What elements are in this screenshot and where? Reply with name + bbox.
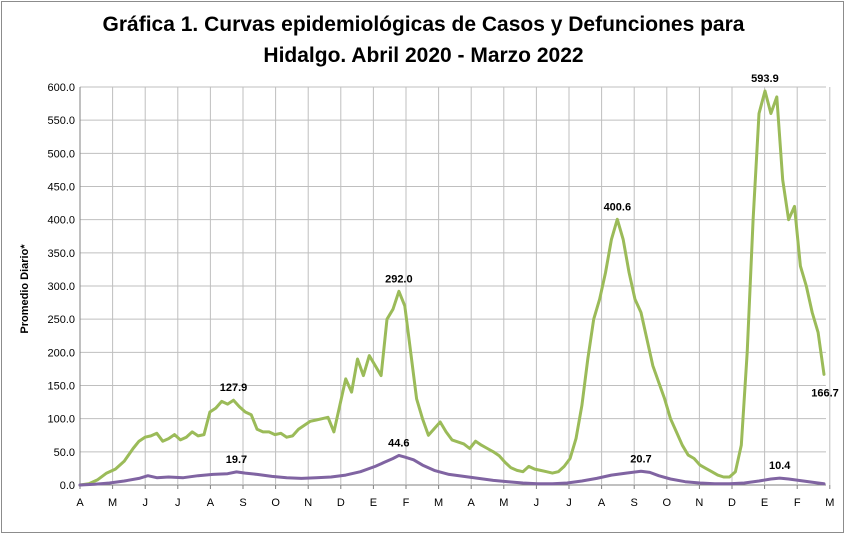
data-label: 292.0 (385, 273, 413, 285)
y-tick-label: 500.0 (47, 148, 75, 160)
x-tick-label: F (403, 497, 410, 509)
x-tick-label: J (175, 497, 181, 509)
x-tick-label: D (728, 497, 736, 509)
data-label: 400.6 (604, 201, 632, 213)
x-tick-label: E (370, 497, 377, 509)
x-tick-label: M (499, 497, 508, 509)
x-tick-label: S (631, 497, 638, 509)
chart-subtitle: Hidalgo. Abril 2020 - Marzo 2022 (263, 44, 584, 67)
y-tick-label: 550.0 (47, 115, 75, 127)
x-tick-label: N (304, 497, 312, 509)
y-tick-label: 300.0 (47, 281, 75, 293)
y-tick-label: 350.0 (47, 248, 75, 260)
x-tick-label: O (663, 497, 672, 509)
y-axis-ticks: 0.0 50.0 100.0 150.0 200.0 250.0 300.0 350.0 400… (47, 82, 75, 492)
x-tick-label: M (434, 497, 443, 509)
y-tick-label: 250.0 (47, 314, 75, 326)
y-tick-label: 100.0 (47, 414, 75, 426)
x-tick-label: S (239, 497, 246, 509)
data-label: 166.7 (811, 387, 839, 399)
grid-lines (79, 86, 831, 486)
y-tick-label: 200.0 (47, 347, 75, 359)
x-tick-label: A (598, 497, 606, 509)
y-tick-label: 600.0 (47, 82, 75, 94)
data-label: 127.9 (220, 382, 248, 394)
x-tick-label: E (761, 497, 768, 509)
data-labels: 127.9 292.0 400.6 593.9 166.7 19.7 44.6 20.7 10.… (220, 73, 839, 472)
x-tick-label: F (794, 497, 801, 509)
series-lines (78, 89, 826, 487)
x-tick-label: J (566, 497, 572, 509)
x-tick-label: O (271, 497, 280, 509)
x-tick-label: J (534, 497, 540, 509)
x-tick-label: J (142, 497, 148, 509)
x-tick-label: N (695, 497, 703, 509)
x-tick-label: M (825, 497, 834, 509)
data-label: 593.9 (751, 73, 779, 85)
data-label: 19.7 (226, 454, 247, 466)
data-label: 20.7 (630, 453, 651, 465)
y-tick-label: 0.0 (60, 480, 75, 492)
data-label: 44.6 (388, 437, 409, 449)
x-tick-label: A (76, 497, 84, 509)
y-tick-label: 450.0 (47, 182, 75, 194)
y-tick-label: 150.0 (47, 381, 75, 393)
y-tick-label: 400.0 (47, 215, 75, 227)
x-tick-label: D (337, 497, 345, 509)
x-tick-label: M (108, 497, 117, 509)
chart-title: Gráfica 1. Curvas epidemiológicas de Cas… (102, 13, 745, 36)
x-tick-label: A (468, 497, 476, 509)
data-label: 10.4 (769, 460, 791, 472)
series-line-purple (78, 453, 826, 487)
series-line-green (78, 89, 826, 487)
x-tick-label: A (207, 497, 215, 509)
y-tick-label: 50.0 (54, 447, 75, 459)
